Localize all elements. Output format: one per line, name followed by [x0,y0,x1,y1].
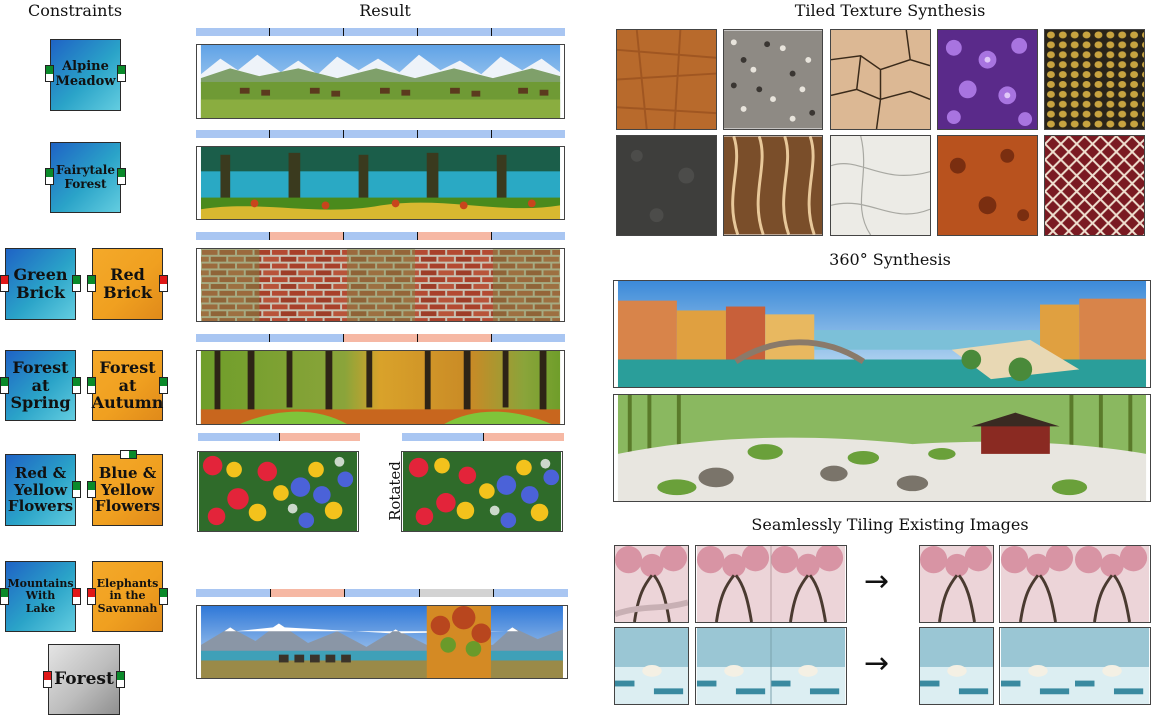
port-right [72,588,81,605]
port-left [87,275,96,292]
texture-marble-image [830,135,931,236]
port-right [159,377,168,394]
seamless-header: Seamlessly Tiling Existing Images [751,515,1029,534]
cherry-blossom-tiled-after-image [999,545,1151,623]
cherry-blossom-fixed-image [919,545,994,623]
synthesis-360-header: 360° Synthesis [829,250,951,269]
tile-elephants-in-savannah[interactable]: Elephants in the Savannah [92,561,163,632]
tile-mountains-with-lake[interactable]: Mountains With Lake [5,561,76,632]
result-fairytale-forest-image [196,146,565,220]
texture-dark-stone-image [616,135,717,236]
tile-forest-at-autumn[interactable]: Forest at Autumn [92,350,163,421]
texture-gold-scales-image [1044,29,1145,130]
texture-purple-gems-image [937,29,1038,130]
cherry-blossom-original-image [614,545,689,623]
arrow-icon: → [864,646,890,681]
tiling-bar [196,28,565,36]
polar-bear-tiled-before-image [695,627,847,705]
texture-rust-image [937,135,1038,236]
result-brick-image [196,248,565,322]
tiling-bar [402,433,564,441]
texture-gravel-image [723,29,823,130]
texture-leather-image [616,29,717,130]
port-right [117,65,126,82]
port-right [116,671,125,688]
cherry-blossom-tiled-before-image [695,545,847,623]
tile-forest[interactable]: Forest [48,644,120,715]
port-left [0,275,9,292]
arrow-icon: → [864,564,890,599]
texture-bark-image [723,135,823,236]
result-alpine-meadow-image [196,44,565,119]
texture-cracked-earth-image [830,29,931,130]
result-flowers-rotated-image [401,451,563,532]
tiling-bar [196,589,568,597]
tiling-bar [196,334,565,342]
result-flowers-image [197,451,359,532]
tile-red-brick[interactable]: Red Brick [92,248,163,320]
tiling-bar [196,130,565,138]
port-left [45,168,54,185]
port-left [87,377,96,394]
port-left [0,377,9,394]
polar-bear-tiled-after-image [999,627,1151,705]
result-forest-seasons-image [196,350,565,425]
constraints-header: Constraints [27,1,123,20]
port-left [87,588,96,605]
port-right [159,275,168,292]
port-left [43,671,52,688]
tile-red-yellow-flowers[interactable]: Red & Yellow Flowers [5,454,76,526]
texture-red-lattice-image [1044,135,1145,236]
port-top [120,450,137,459]
port-left [0,588,9,605]
tiling-bar [196,232,565,240]
venice-panorama-image [613,280,1151,388]
result-header: Result [359,1,411,20]
tile-fairytale-forest[interactable]: Fairytale Forest [50,142,121,213]
tiling-bar [198,433,360,441]
tile-green-brick[interactable]: Green Brick [5,248,76,320]
port-left [87,481,96,498]
polar-bear-fixed-image [919,627,994,705]
zen-garden-panorama-image [613,394,1151,502]
port-right [72,377,81,394]
result-mountains-elephants-forest-image [196,605,568,679]
port-right [117,168,126,185]
port-right [72,275,81,292]
tile-alpine-meadow[interactable]: Alpine Meadow [50,39,121,111]
port-right [72,481,81,498]
port-left [45,65,54,82]
polar-bear-original-image [614,627,689,705]
tiled-texture-header: Tiled Texture Synthesis [794,1,986,20]
port-right [159,588,168,605]
tile-blue-yellow-flowers[interactable]: Blue & Yellow Flowers [92,454,163,526]
tile-forest-at-spring[interactable]: Forest at Spring [5,350,76,421]
